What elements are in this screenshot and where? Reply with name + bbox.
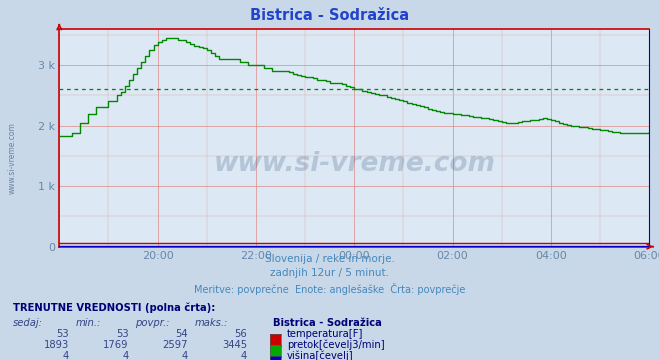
Text: 56: 56	[235, 329, 247, 339]
Text: min.:: min.:	[76, 318, 101, 328]
Text: Bistrica - Sodražica: Bistrica - Sodražica	[250, 8, 409, 23]
Text: 2597: 2597	[162, 340, 188, 350]
Text: temperatura[F]: temperatura[F]	[287, 329, 363, 339]
Text: Meritve: povprečne  Enote: anglešaške  Črta: povprečje: Meritve: povprečne Enote: anglešaške Črt…	[194, 283, 465, 294]
Text: Bistrica - Sodražica: Bistrica - Sodražica	[273, 318, 382, 328]
Text: zadnjih 12ur / 5 minut.: zadnjih 12ur / 5 minut.	[270, 268, 389, 278]
Text: 4: 4	[63, 351, 69, 360]
Text: 54: 54	[175, 329, 188, 339]
Text: sedaj:: sedaj:	[13, 318, 43, 328]
Text: www.si-vreme.com: www.si-vreme.com	[7, 122, 16, 194]
Text: www.si-vreme.com: www.si-vreme.com	[214, 151, 495, 177]
Text: TRENUTNE VREDNOSTI (polna črta):: TRENUTNE VREDNOSTI (polna črta):	[13, 302, 215, 313]
Text: 1893: 1893	[44, 340, 69, 350]
Text: 4: 4	[123, 351, 129, 360]
Text: 3445: 3445	[222, 340, 247, 350]
Text: 4: 4	[241, 351, 247, 360]
Text: maks.:: maks.:	[194, 318, 228, 328]
Text: višina[čevelj]: višina[čevelj]	[287, 351, 353, 360]
Text: 53: 53	[57, 329, 69, 339]
Text: 1769: 1769	[103, 340, 129, 350]
Text: Slovenija / reke in morje.: Slovenija / reke in morje.	[264, 254, 395, 264]
Text: pretok[čevelj3/min]: pretok[čevelj3/min]	[287, 340, 384, 350]
Text: 4: 4	[182, 351, 188, 360]
Text: 53: 53	[116, 329, 129, 339]
Text: povpr.:: povpr.:	[135, 318, 169, 328]
